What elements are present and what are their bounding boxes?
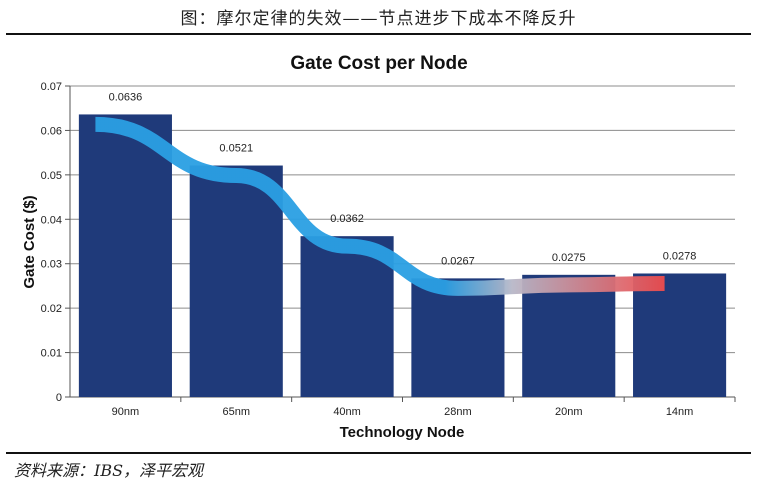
x-tick-label: 20nm [555, 406, 583, 418]
y-tick-label: 0.04 [41, 214, 62, 226]
y-tick-label: 0.03 [41, 259, 62, 271]
chart-title: Gate Cost per Node [290, 53, 467, 74]
trend-arrow [95, 116, 665, 296]
x-tick-label: 28nm [444, 406, 472, 418]
x-tick-label: 14nm [666, 406, 694, 418]
x-tick-label: 40nm [333, 406, 361, 418]
data-label: 0.0267 [441, 255, 475, 267]
figure-caption: 图：摩尔定律的失效——节点进步下成本不降反升 [180, 9, 577, 29]
data-label: 0.0278 [663, 250, 697, 262]
bar [633, 273, 727, 397]
y-tick-label: 0.07 [41, 81, 62, 93]
data-label: 0.0362 [330, 213, 364, 225]
bar [411, 278, 505, 397]
x-tick-label: 90nm [112, 406, 140, 418]
y-tick-label: 0 [56, 392, 62, 404]
data-label: 0.0275 [552, 252, 586, 264]
x-tick-label: 65nm [222, 406, 250, 418]
bar [189, 165, 283, 397]
data-label: 0.0636 [109, 91, 143, 103]
source-note: 资料来源：IBS，泽平宏观 [14, 461, 204, 480]
source-rule [6, 452, 751, 454]
y-axis-label: Gate Cost ($) [21, 195, 38, 288]
y-tick-label: 0.06 [41, 125, 62, 137]
data-label: 0.0521 [219, 143, 253, 155]
bar [78, 114, 172, 397]
y-tick-label: 0.02 [41, 303, 62, 315]
x-axis-label: Technology Node [340, 424, 465, 441]
caption-rule [6, 33, 751, 35]
bar [300, 236, 394, 397]
y-tick-label: 0.01 [41, 348, 62, 360]
bar [522, 274, 616, 397]
y-tick-label: 0.05 [41, 170, 62, 182]
